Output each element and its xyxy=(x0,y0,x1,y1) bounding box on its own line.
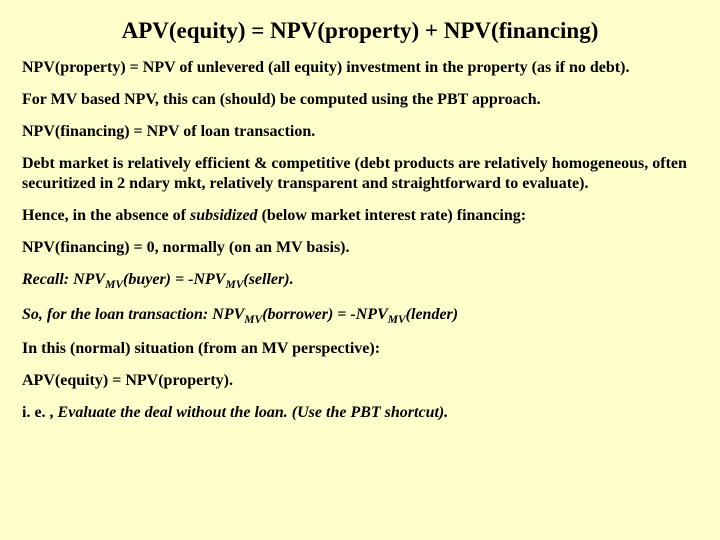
paragraph-2: For MV based NPV, this can (should) be c… xyxy=(22,90,698,110)
paragraph-11: i. e. , Evaluate the deal without the lo… xyxy=(22,403,698,423)
p8-b: (borrower) = -NPV xyxy=(262,306,388,323)
p5-post: (below market interest rate) financing: xyxy=(258,207,527,224)
paragraph-10: APV(equity) = NPV(property). xyxy=(22,371,698,391)
p7-sub1: MV xyxy=(105,279,123,291)
paragraph-7: Recall: NPVMV(buyer) = -NPVMV(seller). xyxy=(22,270,698,293)
paragraph-9: In this (normal) situation (from an MV p… xyxy=(22,339,698,359)
p5-italic: subsidized xyxy=(190,207,258,224)
p7-b: (buyer) = -NPV xyxy=(123,271,225,288)
p11-italic: Evaluate the deal without the loan. (Use… xyxy=(58,404,449,421)
p7-c: (seller). xyxy=(243,271,293,288)
slide-title: APV(equity) = NPV(property) + NPV(financ… xyxy=(22,18,698,44)
paragraph-5: Hence, in the absence of subsidized (bel… xyxy=(22,206,698,226)
paragraph-4: Debt market is relatively efficient & co… xyxy=(22,154,698,194)
paragraph-3: NPV(financing) = NPV of loan transaction… xyxy=(22,122,698,142)
p7-sub2: MV xyxy=(225,279,243,291)
p7-a: Recall: NPV xyxy=(22,271,105,288)
p8-c: (lender) xyxy=(406,306,458,323)
paragraph-8: So, for the loan transaction: NPVMV(borr… xyxy=(22,305,698,328)
p8-sub1: MV xyxy=(244,314,262,326)
paragraph-6: NPV(financing) = 0, normally (on an MV b… xyxy=(22,238,698,258)
p11-pre: i. e. , xyxy=(22,404,58,421)
paragraph-1: NPV(property) = NPV of unlevered (all eq… xyxy=(22,58,698,78)
p5-pre: Hence, in the absence of xyxy=(22,207,190,224)
p8-sub2: MV xyxy=(388,314,406,326)
p8-a: So, for the loan transaction: NPV xyxy=(22,306,244,323)
